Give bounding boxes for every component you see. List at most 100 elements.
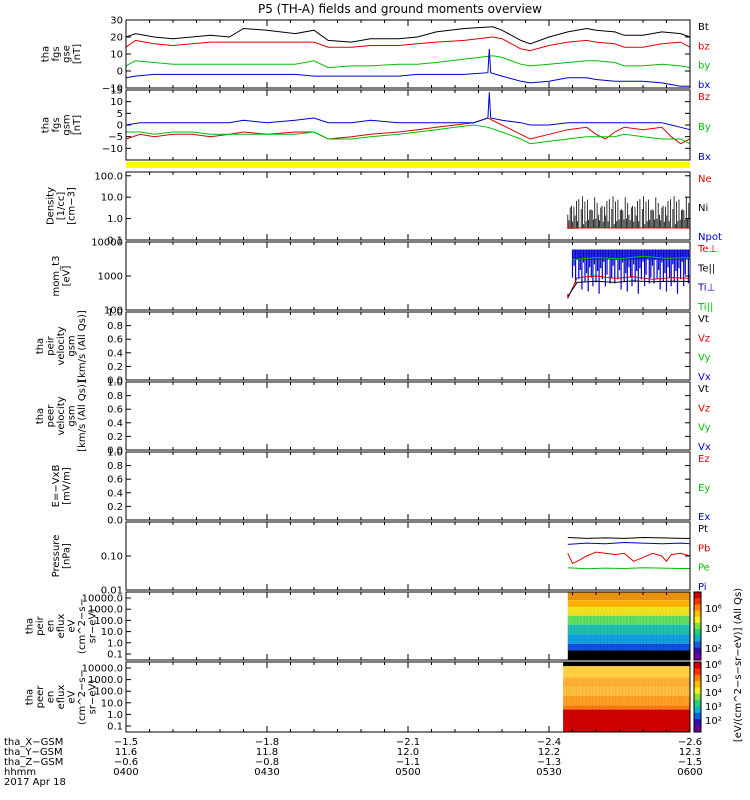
- y-tick-label: 10000.0: [82, 594, 123, 605]
- spectrogram-band: [567, 624, 690, 635]
- y-tick-label: 0.4: [107, 488, 123, 499]
- panel-temperature: 100 1000 10000 Te⊥ Te|| Ti⊥ Ti|| mom_t3 [eV]: [51, 238, 718, 317]
- y-tick-label: 0.8: [107, 391, 123, 402]
- legend-entry: Ey: [698, 483, 710, 494]
- y-tick-label: 0.4: [107, 348, 123, 359]
- y-tick-label: 100.0: [94, 616, 123, 627]
- x-tick-label: 0530: [536, 767, 561, 778]
- y-tick-label: 10.0: [101, 627, 123, 638]
- y-tick-label: 0.1: [107, 650, 123, 661]
- y-axis-label: tha: [40, 117, 51, 133]
- y-tick-label: 10000.0: [82, 664, 123, 675]
- legend-entry: Bt: [698, 22, 709, 33]
- y-axis-label: gsm: [67, 335, 78, 356]
- x-tick-label: 11.6: [115, 747, 137, 758]
- colorbar-tick-label: 10⁴: [705, 688, 722, 699]
- x-tick-label: −2.1: [396, 737, 420, 748]
- spectrogram-band: [567, 650, 690, 660]
- y-tick-label: 0.2: [107, 432, 123, 443]
- x-axis-row-label: hhmm: [4, 767, 36, 778]
- y-axis-label: eV: [67, 690, 78, 703]
- colorbar-segment: [694, 629, 701, 636]
- y-axis-label: peir: [35, 615, 46, 635]
- legend-entry: Pi: [698, 582, 707, 593]
- x-axis-row-label: tha_Y−GSM: [4, 747, 63, 758]
- y-tick-label: 0: [117, 67, 123, 78]
- panel-pressure: 0.01 0.10 Pt Pb Pe Pi Pressure [nPa]: [51, 521, 710, 597]
- legend-entry: Vy: [698, 423, 711, 434]
- spectrogram-band: [567, 634, 690, 644]
- colorbar-segment: [694, 687, 701, 695]
- panel-frame: [125, 19, 691, 89]
- y-tick-label: 0.1: [107, 722, 123, 733]
- spectrogram-band: [563, 709, 690, 732]
- panel-frame: [125, 311, 691, 381]
- colorbar-segment: [694, 725, 701, 733]
- y-tick-label: 1.0: [107, 710, 123, 721]
- y-axis-label: [eV]: [61, 266, 72, 287]
- panel-frame: [125, 521, 691, 591]
- panel-frame: [125, 89, 691, 161]
- y-tick-label: 0.2: [107, 502, 123, 513]
- spectrogram-band: [563, 695, 690, 706]
- spectrogram-band: [563, 666, 690, 678]
- legend-entry: bz: [698, 41, 710, 52]
- panel-peer-velocity: 0.0 0.2 0.4 0.6 0.8 1.0 Vt Vz Vy Vx tha peer velocit…: [35, 378, 711, 457]
- spectrogram-band: [563, 677, 690, 687]
- spectrogram-band: [567, 643, 690, 651]
- y-tick-label: 5: [117, 109, 123, 120]
- y-axis-label: [nT]: [72, 44, 83, 64]
- series-line: [125, 36, 691, 52]
- series-line: [125, 117, 691, 145]
- y-tick-label: 1000.0: [88, 675, 123, 686]
- y-axis-label: (cm^2−s−: [77, 598, 88, 654]
- y-axis-label: peer: [46, 404, 57, 428]
- legend-entry: Vz: [698, 403, 710, 414]
- legend-entry: By: [698, 122, 711, 133]
- legend-entry: bx: [698, 80, 710, 91]
- x-tick-label: −1.8: [255, 737, 279, 748]
- y-tick-label: 1000.0: [88, 605, 123, 616]
- y-axis-label: eflux: [56, 685, 67, 710]
- y-axis-label: en: [46, 620, 57, 633]
- y-tick-label: 1.0: [107, 308, 123, 319]
- y-axis-label: eflux: [56, 614, 67, 639]
- x-axis-row-label: tha_X−GSM: [4, 737, 63, 748]
- y-tick-label: 1.0: [107, 214, 123, 225]
- colorbar-tick-label: 10⁵: [705, 674, 722, 685]
- y-axis-label: sr−eV): [88, 680, 99, 715]
- y-tick-label: 0.6: [107, 475, 123, 486]
- x-tick-label: 12.0: [397, 747, 419, 758]
- series-line: [567, 551, 691, 565]
- x-tick-label: 0430: [254, 767, 279, 778]
- series-line: [125, 92, 691, 131]
- y-axis-label: eV: [67, 619, 78, 632]
- colorbar: 10⁶ 10⁴ 10² 10⁶ 10⁵ 10⁴ 10³ 10² [eV/(cm^2−s−sr−e…: [693, 588, 744, 742]
- spectrogram-band: [567, 592, 690, 601]
- y-axis-label: gse: [61, 45, 72, 63]
- y-tick-label: −10: [102, 84, 123, 95]
- panel-fgs-gse: −10 0 10 20 30 Bt bz by bx tha fgs gse [nT]: [40, 16, 710, 95]
- x-tick-label: −1.5: [678, 757, 702, 768]
- spectrogram-band: [563, 705, 690, 710]
- colorbar-tick-label: 10⁶: [705, 604, 722, 615]
- temperature-band: [571, 249, 689, 294]
- colorbar-segment: [694, 712, 701, 720]
- x-axis-row-label: 2017 Apr 18: [4, 777, 66, 788]
- colorbar-segment: [694, 693, 701, 701]
- y-tick-label: 1.0: [107, 378, 123, 389]
- colorbar-tick-label: 10²: [705, 644, 722, 655]
- y-tick-label: 0.0: [107, 376, 123, 387]
- x-tick-label: −2.6: [678, 737, 702, 748]
- y-tick-label: 100.0: [94, 171, 123, 182]
- legend-entry: Vt: [698, 384, 709, 395]
- series-line: [567, 280, 691, 297]
- y-axis-label: [1/cc]: [56, 192, 67, 221]
- density-spikes: [567, 196, 690, 229]
- legend-entry: Vx: [698, 442, 711, 453]
